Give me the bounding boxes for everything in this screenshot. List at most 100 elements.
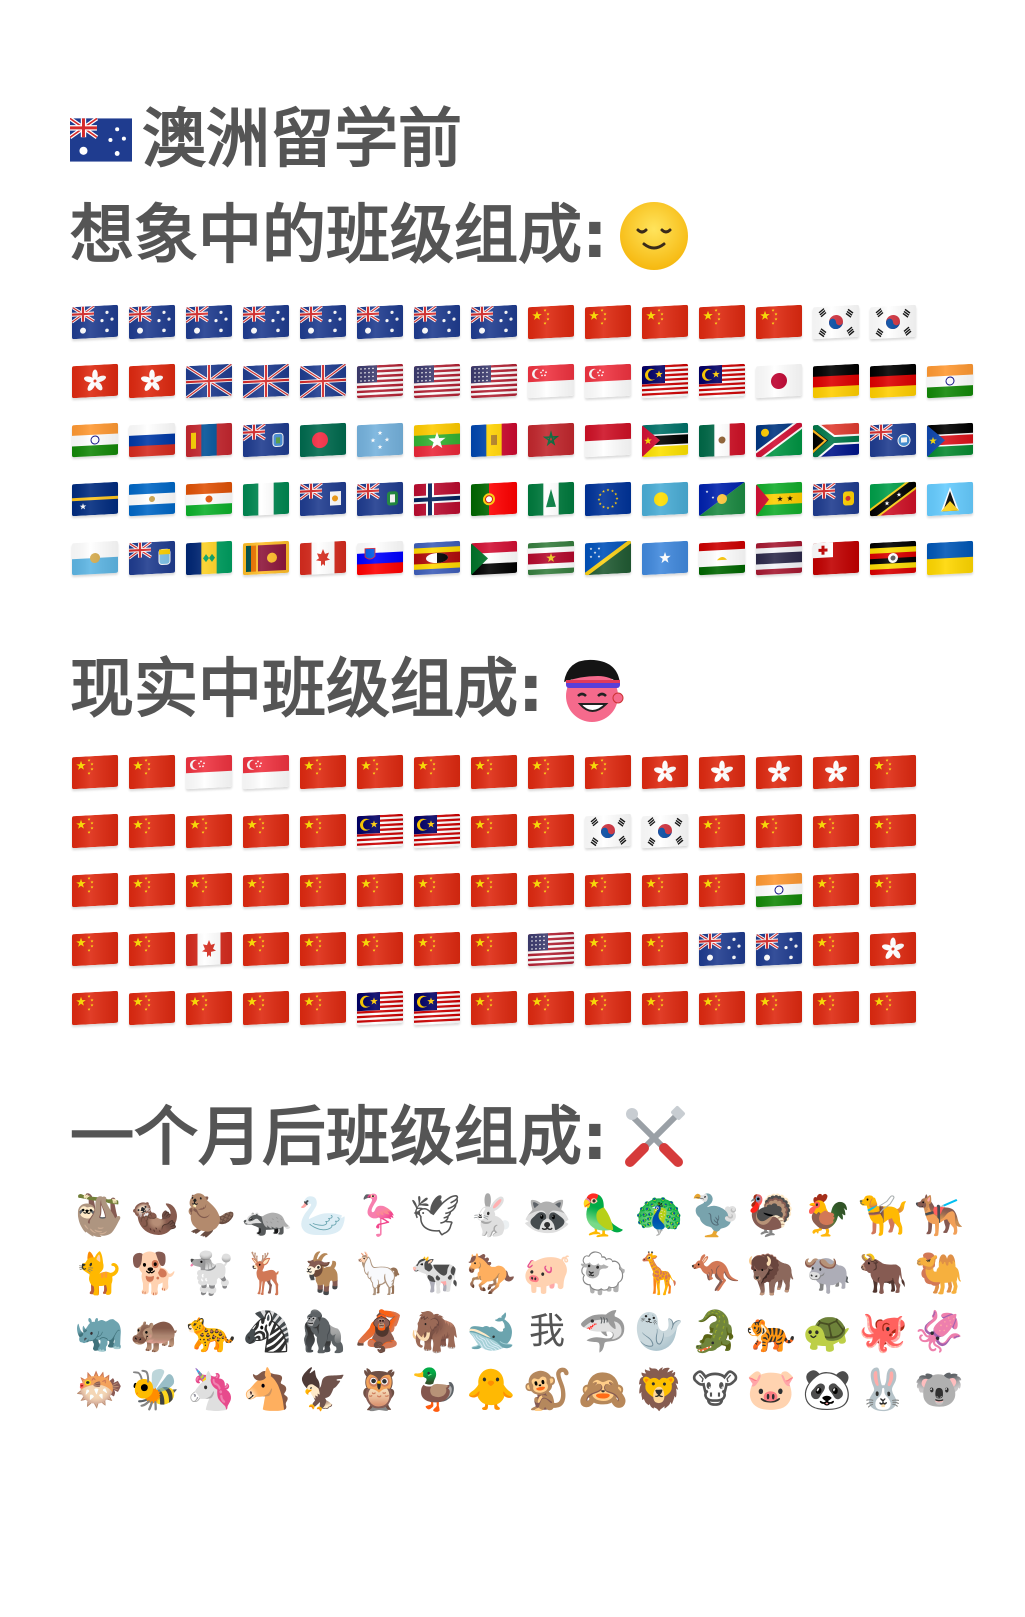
cn-flag-icon xyxy=(300,813,346,849)
shark-icon: 🦈 xyxy=(578,1309,628,1355)
mx-flag-icon xyxy=(699,422,745,458)
animal-row: 🐡 🐝 🦄 🐴 🦅 🦉 🦆 🐥 🐒 🙈 🦁 🐮 🐷 🐼 🐰 🐨 xyxy=(72,1362,972,1418)
de-flag-icon xyxy=(813,363,859,399)
hammer-and-wrench-icon xyxy=(624,1106,685,1167)
eu-flag-icon xyxy=(585,481,631,517)
title-text: 澳洲留学前 xyxy=(142,103,462,177)
gb-flag-icon xyxy=(300,363,346,399)
gorilla-icon: 🦍 xyxy=(298,1309,348,1355)
animal-row: 🐈 🐕 🐩 🦌 🐐 🦙 🐄 🐎 🐖 🐑 🦒 🦘 🦬 🐃 🐂 🐫 xyxy=(72,1246,972,1302)
in-flag-icon xyxy=(756,872,802,908)
whale-icon: 🐋 xyxy=(466,1309,516,1355)
see-no-evil-monkey-icon: 🙈 xyxy=(578,1367,628,1413)
cn-flag-icon xyxy=(357,872,403,908)
ng-flag-icon xyxy=(243,481,289,517)
panda-icon: 🐼 xyxy=(802,1367,852,1413)
pw-flag-icon xyxy=(642,481,688,517)
month-heading: 一个月后班级组成: xyxy=(70,1098,690,1178)
cn-flag-icon xyxy=(414,754,460,790)
dodo-icon: 🦤 xyxy=(690,1193,740,1239)
deer-icon: 🦌 xyxy=(242,1251,292,1297)
cn-flag-icon xyxy=(813,931,859,967)
cn-flag-icon xyxy=(756,304,802,340)
au-flag-icon xyxy=(186,304,232,340)
unicorn-icon: 🦄 xyxy=(186,1367,236,1413)
cn-flag-icon xyxy=(414,872,460,908)
orangutan-icon: 🦧 xyxy=(354,1309,404,1355)
cn-flag-icon xyxy=(72,931,118,967)
guide-dog-icon: 🦮 xyxy=(858,1193,908,1239)
month-heading-text: 一个月后班级组成: xyxy=(70,1101,608,1175)
cn-flag-icon xyxy=(699,872,745,908)
animal-row: 🦏 🦛 🐆 🦓 🦍 🦧 🦣 🐋 我 🦈 🦭 🐊 🐅 🐢 🐙 🦑 xyxy=(72,1304,972,1360)
sd-flag-icon xyxy=(471,540,517,576)
cn-flag-icon xyxy=(471,754,517,790)
in-flag-icon xyxy=(927,363,973,399)
imagined-flag-row xyxy=(72,534,973,582)
real-flag-row xyxy=(72,866,972,914)
us-flag-icon xyxy=(357,363,403,399)
us-flag-icon xyxy=(528,931,574,967)
hk-flag-icon xyxy=(642,754,688,790)
sheep-icon: 🐑 xyxy=(578,1251,628,1297)
imagined-flag-row xyxy=(72,298,972,346)
nr-flag-icon xyxy=(72,481,118,517)
na-flag-icon xyxy=(756,422,802,458)
duck-icon: 🦆 xyxy=(410,1367,460,1413)
zebra-icon: 🦓 xyxy=(242,1309,292,1355)
real-flag-row xyxy=(72,984,972,1032)
sloth-icon: 🦥 xyxy=(74,1193,124,1239)
cn-flag-icon xyxy=(129,754,175,790)
cn-flag-icon xyxy=(813,990,859,1026)
my-flag-icon xyxy=(642,363,688,399)
goat-icon: 🐐 xyxy=(298,1251,348,1297)
au-flag-icon xyxy=(414,304,460,340)
cn-flag-icon xyxy=(642,931,688,967)
cn-flag-icon xyxy=(471,813,517,849)
sb-flag-icon xyxy=(585,540,631,576)
turkey-icon: 🦃 xyxy=(746,1193,796,1239)
lk-flag-icon xyxy=(243,540,289,576)
mz-flag-icon xyxy=(642,422,688,458)
kn-flag-icon xyxy=(870,481,916,517)
real-flag-row xyxy=(72,748,972,796)
cn-flag-icon xyxy=(585,754,631,790)
horse-icon: 🐎 xyxy=(466,1251,516,1297)
ua-flag-icon xyxy=(927,540,973,576)
id-flag-icon xyxy=(585,422,631,458)
au-flag-icon xyxy=(471,304,517,340)
to-flag-icon xyxy=(813,540,859,576)
water-buffalo-icon: 🐃 xyxy=(802,1251,852,1297)
cn-flag-icon xyxy=(699,813,745,849)
cn-flag-icon xyxy=(129,990,175,1026)
dog-icon: 🐕 xyxy=(130,1251,180,1297)
cn-flag-icon xyxy=(129,872,175,908)
cn-flag-icon xyxy=(699,990,745,1026)
cn-flag-icon xyxy=(72,813,118,849)
st-flag-icon xyxy=(756,481,802,517)
au-flag-icon xyxy=(300,304,346,340)
lc-flag-icon xyxy=(927,481,973,517)
kr-flag-icon xyxy=(642,813,688,849)
hk-flag-icon xyxy=(72,363,118,399)
cn-flag-icon xyxy=(471,990,517,1026)
za-flag-icon xyxy=(813,422,859,458)
cn-flag-icon xyxy=(528,754,574,790)
imagined-flag-row xyxy=(72,475,973,523)
cn-flag-icon xyxy=(72,990,118,1026)
au-flag-icon xyxy=(129,304,175,340)
my-flag-icon xyxy=(699,363,745,399)
cn-flag-icon xyxy=(186,813,232,849)
real-flag-grid xyxy=(72,748,972,1043)
jp-flag-icon xyxy=(756,363,802,399)
au-flag-icon xyxy=(72,304,118,340)
sg-flag-icon xyxy=(585,363,631,399)
seal-icon: 🦭 xyxy=(634,1309,684,1355)
tiger-icon: 🐅 xyxy=(746,1309,796,1355)
hippopotamus-icon: 🦛 xyxy=(130,1309,180,1355)
cn-flag-icon xyxy=(72,872,118,908)
blowfish-icon: 🐡 xyxy=(74,1367,124,1413)
cx-flag-icon xyxy=(699,481,745,517)
mn-flag-icon xyxy=(186,422,232,458)
real-heading: 现实中班级组成: xyxy=(70,650,626,730)
